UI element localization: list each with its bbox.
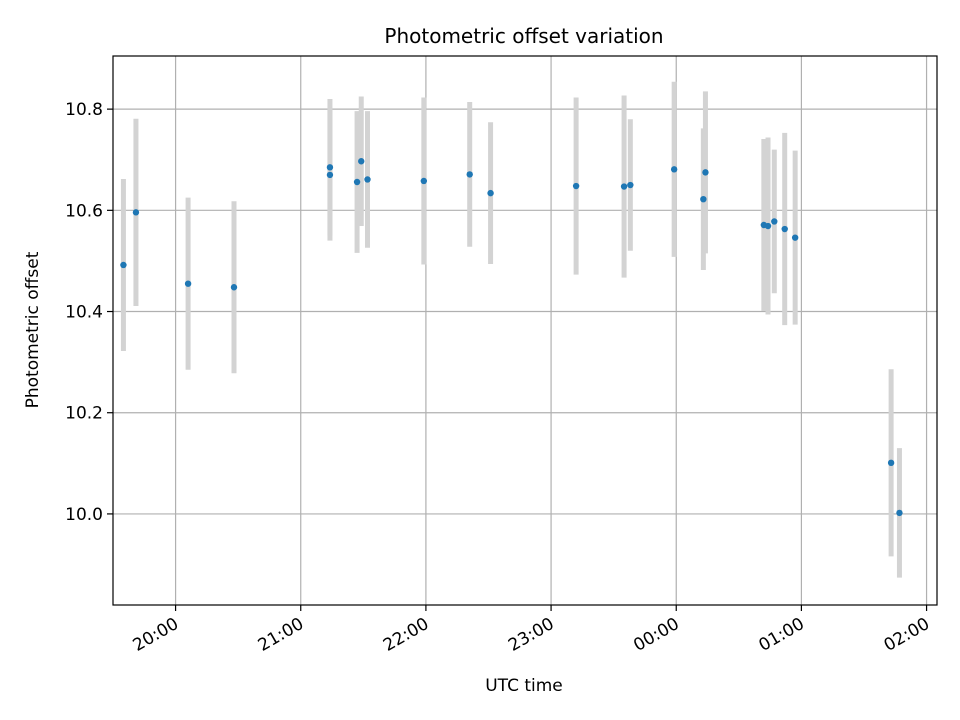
x-tick-label: 00:00 bbox=[630, 614, 682, 656]
y-axis-ticks: 10.0 10.2 10.4 10.6 10.8 bbox=[65, 100, 113, 525]
y-tick-label: 10.4 bbox=[65, 303, 103, 323]
y-tick-label: 10.6 bbox=[65, 201, 103, 221]
data-point bbox=[353, 178, 361, 186]
data-point bbox=[420, 177, 428, 185]
data-points bbox=[120, 158, 903, 517]
x-tick-label: 01:00 bbox=[755, 614, 807, 656]
x-tick-label: 02:00 bbox=[881, 614, 933, 656]
x-tick-label: 22:00 bbox=[380, 614, 432, 656]
data-point bbox=[702, 169, 709, 176]
data-point bbox=[132, 209, 140, 216]
y-tick-label: 10.0 bbox=[65, 505, 103, 525]
data-point bbox=[887, 459, 895, 467]
data-point bbox=[764, 222, 772, 230]
plot-frame bbox=[112, 55, 938, 606]
x-tick-label: 20:00 bbox=[130, 614, 182, 656]
data-point bbox=[700, 195, 707, 203]
chart-title: Photometric offset variation bbox=[384, 24, 663, 48]
data-point bbox=[466, 171, 473, 178]
data-point bbox=[326, 171, 334, 179]
data-point bbox=[620, 183, 628, 190]
data-point bbox=[572, 182, 580, 190]
data-point bbox=[771, 218, 778, 225]
y-tick-label: 10.8 bbox=[65, 100, 103, 120]
data-point bbox=[896, 509, 903, 517]
data-point bbox=[487, 189, 494, 197]
data-point bbox=[627, 181, 634, 189]
data-point bbox=[230, 284, 238, 291]
data-point bbox=[184, 280, 192, 287]
x-axis-ticks: 20:00 21:00 22:00 23:00 00:00 01:00 02:00 bbox=[130, 605, 933, 656]
x-tick-label: 23:00 bbox=[505, 614, 557, 656]
x-axis-label: UTC time bbox=[485, 676, 563, 696]
data-point bbox=[791, 234, 799, 241]
grid bbox=[113, 56, 937, 605]
x-tick-label: 21:00 bbox=[255, 614, 307, 656]
data-point bbox=[781, 225, 788, 233]
data-point bbox=[326, 164, 334, 171]
data-point bbox=[364, 176, 371, 183]
data-point bbox=[358, 158, 365, 165]
data-point bbox=[120, 261, 127, 269]
error-bars bbox=[120, 81, 902, 578]
y-axis-label: Photometric offset bbox=[23, 251, 43, 408]
data-point bbox=[670, 166, 678, 173]
y-tick-label: 10.2 bbox=[65, 404, 103, 424]
